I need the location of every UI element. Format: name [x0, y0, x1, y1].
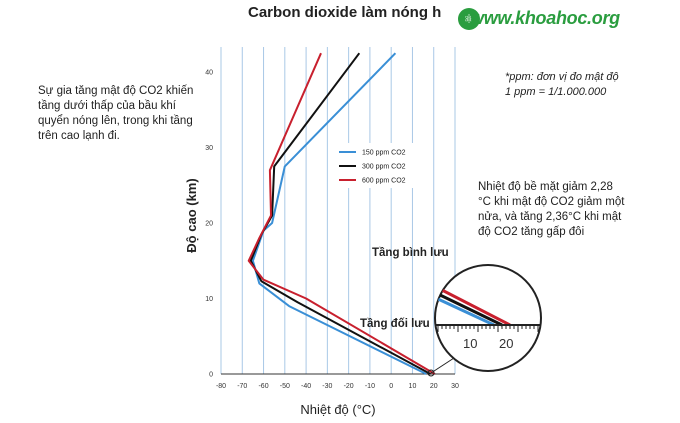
x-axis-label: Nhiệt độ (°C) [300, 402, 375, 417]
x-tick-label: -30 [322, 383, 332, 390]
ppm-note-line2: 1 ppm = 1/1.000.000 [505, 86, 607, 98]
zoom-series-600 [437, 286, 511, 327]
y-tick-label: 40 [205, 70, 213, 77]
chart-legend: 150 ppm CO2 300 ppm CO2 600 ppm CO2 [334, 143, 430, 188]
troposphere-label: Tầng đối lưu [360, 318, 430, 330]
series-line-1 [249, 52, 431, 375]
x-tick-label: -70 [237, 383, 247, 390]
x-tick-label: 0 [389, 383, 393, 390]
zoom-series-300 [437, 292, 503, 327]
legend-label-2: 600 ppm CO2 [362, 178, 406, 185]
x-tick-label: 10 [409, 383, 417, 390]
series-line-0 [251, 52, 427, 375]
chart-grid [220, 47, 456, 374]
x-tick-labels: -80 -70 -60 -50 -40 -30 -20 -10 0 10 20 30 [216, 383, 459, 390]
zoom-inset: 10 20 [427, 264, 542, 377]
zoom-tick-10: 10 [463, 336, 477, 351]
chart-series [247, 52, 436, 375]
zoom-pointer-line [430, 357, 455, 374]
y-tick-label: 10 [205, 296, 213, 303]
left-description: Sự gia tăng mật độ CO2 khiến tầng dưới t… [38, 85, 194, 142]
x-tick-label: 20 [430, 383, 438, 390]
page-title: Carbon dioxide làm nóng h [248, 4, 442, 21]
legend-label-1: 300 ppm CO2 [362, 164, 406, 171]
ppm-note: *ppm: đơn vị đo mật độ 1 ppm = 1/1.000.0… [505, 70, 619, 100]
zoom-pointer-dot [427, 369, 435, 377]
series-line-2 [247, 52, 436, 375]
zoom-tick-20: 20 [499, 336, 513, 351]
y-tick-label: 30 [205, 145, 213, 152]
ppm-note-line1: *ppm: đơn vị đo mật độ [505, 71, 619, 83]
y-tick-label: 0 [209, 372, 213, 379]
watermark: www.khoahoc.org [470, 8, 620, 28]
x-tick-label: 30 [451, 383, 459, 390]
y-tick-label: 20 [205, 221, 213, 228]
legend-label-0: 150 ppm CO2 [362, 150, 406, 157]
stratosphere-label: Tầng bình lưu [372, 247, 449, 259]
watermark-logo-icon: ⚛ [458, 8, 480, 30]
x-tick-label: -40 [301, 383, 311, 390]
x-tick-label: -20 [344, 383, 354, 390]
zoom-series-150 [437, 297, 495, 327]
x-tick-label: -50 [280, 383, 290, 390]
zoom-ruler [436, 324, 541, 332]
x-tick-label: -60 [258, 383, 268, 390]
y-tick-labels: 0 10 20 30 40 [205, 70, 213, 379]
surface-note: Nhiệt độ bề mặt giảm 2,28 °C khi mật độ … [478, 181, 625, 238]
x-tick-label: -10 [365, 383, 375, 390]
x-tick-label: -80 [216, 383, 226, 390]
y-axis-label: Độ cao (km) [184, 178, 199, 252]
